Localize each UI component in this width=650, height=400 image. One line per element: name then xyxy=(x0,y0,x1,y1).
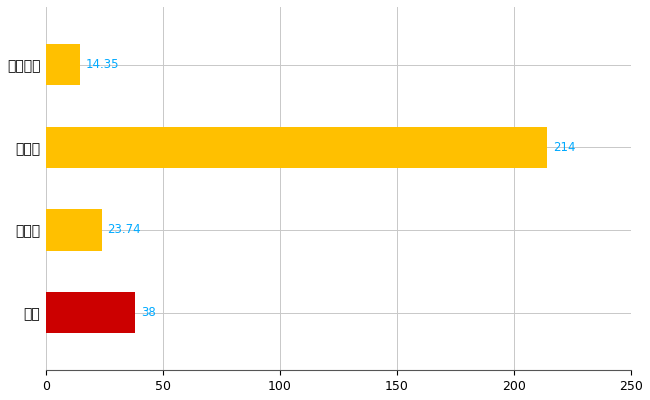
Bar xyxy=(46,209,101,250)
Bar xyxy=(46,127,547,168)
Text: 23.74: 23.74 xyxy=(107,224,141,236)
Bar xyxy=(46,44,79,86)
Text: 214: 214 xyxy=(552,141,575,154)
Text: 38: 38 xyxy=(141,306,155,319)
Text: 14.35: 14.35 xyxy=(85,58,119,71)
Bar xyxy=(46,292,135,333)
